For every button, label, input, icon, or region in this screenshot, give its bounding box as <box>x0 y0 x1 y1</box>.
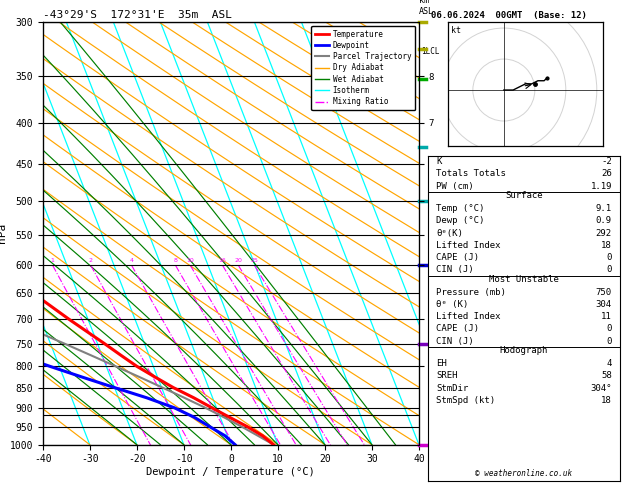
Text: Temp (°C): Temp (°C) <box>436 204 484 213</box>
Text: Lifted Index: Lifted Index <box>436 312 501 321</box>
Text: 18: 18 <box>601 241 612 250</box>
Text: StmDir: StmDir <box>436 383 468 393</box>
Text: 16: 16 <box>219 258 226 263</box>
Text: 1: 1 <box>51 258 55 263</box>
Text: 2: 2 <box>89 258 92 263</box>
Text: Totals Totals: Totals Totals <box>436 169 506 178</box>
Text: 292: 292 <box>596 228 612 238</box>
Text: CIN (J): CIN (J) <box>436 265 474 274</box>
Text: SREH: SREH <box>436 371 457 381</box>
Text: θᵉ(K): θᵉ(K) <box>436 228 463 238</box>
Text: 26: 26 <box>601 169 612 178</box>
Text: 20: 20 <box>235 258 242 263</box>
Text: 0.9: 0.9 <box>596 216 612 226</box>
Text: Dewp (°C): Dewp (°C) <box>436 216 484 226</box>
Text: © weatheronline.co.uk: © weatheronline.co.uk <box>476 469 572 478</box>
Text: 4: 4 <box>130 258 133 263</box>
Text: 304°: 304° <box>591 383 612 393</box>
Text: 0: 0 <box>606 337 612 346</box>
Text: 0: 0 <box>606 253 612 262</box>
Text: 1.19: 1.19 <box>591 182 612 191</box>
Text: 25: 25 <box>250 258 259 263</box>
Text: StmSpd (kt): StmSpd (kt) <box>436 396 495 405</box>
Text: CIN (J): CIN (J) <box>436 337 474 346</box>
Text: Pressure (mb): Pressure (mb) <box>436 288 506 297</box>
Text: 0: 0 <box>606 265 612 274</box>
Text: 304: 304 <box>596 300 612 309</box>
Text: θᵉ (K): θᵉ (K) <box>436 300 468 309</box>
Text: 58: 58 <box>601 371 612 381</box>
Text: Most Unstable: Most Unstable <box>489 275 559 284</box>
Text: CAPE (J): CAPE (J) <box>436 325 479 333</box>
Y-axis label: Mixing Ratio (g/kg): Mixing Ratio (g/kg) <box>445 182 454 284</box>
Text: EH: EH <box>436 359 447 368</box>
Text: Surface: Surface <box>505 191 543 200</box>
Text: 8: 8 <box>174 258 177 263</box>
Legend: Temperature, Dewpoint, Parcel Trajectory, Dry Adiabat, Wet Adiabat, Isotherm, Mi: Temperature, Dewpoint, Parcel Trajectory… <box>311 26 415 110</box>
Text: -2: -2 <box>601 157 612 166</box>
Text: 18: 18 <box>601 396 612 405</box>
Text: 06.06.2024  00GMT  (Base: 12): 06.06.2024 00GMT (Base: 12) <box>431 11 587 20</box>
Text: 4: 4 <box>606 359 612 368</box>
Y-axis label: hPa: hPa <box>0 223 7 243</box>
Text: PW (cm): PW (cm) <box>436 182 474 191</box>
Text: CAPE (J): CAPE (J) <box>436 253 479 262</box>
Text: 11: 11 <box>601 312 612 321</box>
Text: Lifted Index: Lifted Index <box>436 241 501 250</box>
X-axis label: Dewpoint / Temperature (°C): Dewpoint / Temperature (°C) <box>147 467 315 477</box>
Text: K: K <box>436 157 442 166</box>
Text: 750: 750 <box>596 288 612 297</box>
Text: -43°29'S  172°31'E  35m  ASL: -43°29'S 172°31'E 35m ASL <box>43 10 231 20</box>
Text: 1LCL: 1LCL <box>421 47 439 56</box>
Text: 9.1: 9.1 <box>596 204 612 213</box>
Text: Hodograph: Hodograph <box>500 347 548 355</box>
Text: 0: 0 <box>606 325 612 333</box>
Text: kt: kt <box>451 26 461 35</box>
Text: km
ASL: km ASL <box>419 0 434 16</box>
Text: 10: 10 <box>186 258 194 263</box>
